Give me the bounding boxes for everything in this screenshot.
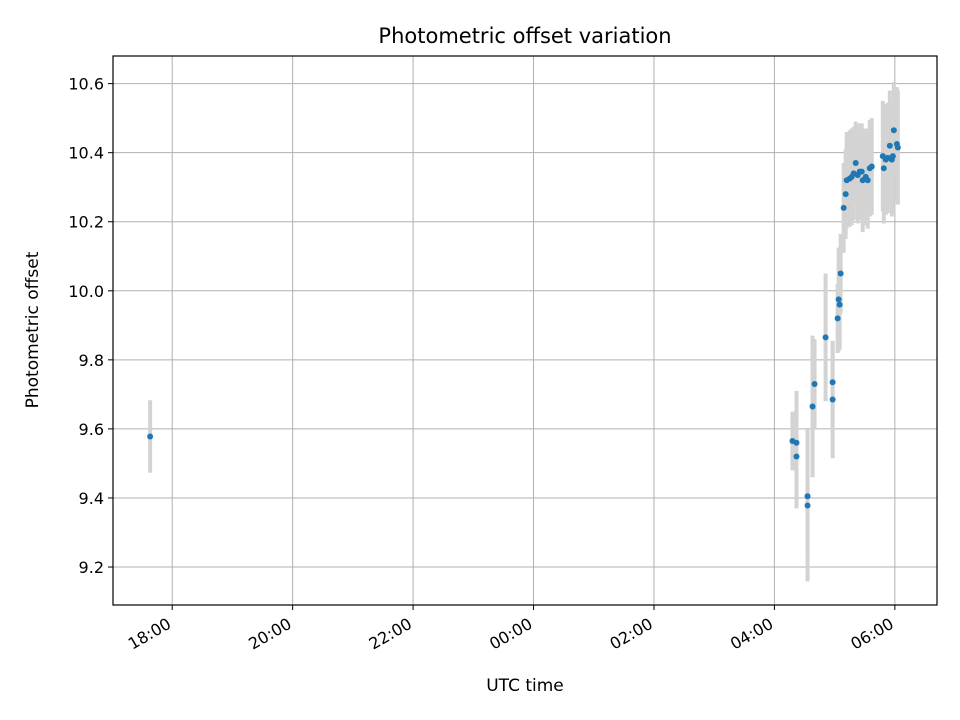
- data-point: [829, 396, 836, 403]
- y-tick-label: 10.6: [68, 75, 104, 94]
- data-point: [793, 439, 800, 446]
- data-points: [147, 127, 901, 509]
- y-tick-label: 9.8: [79, 351, 104, 370]
- data-point: [852, 160, 859, 167]
- data-point: [880, 165, 887, 172]
- data-point: [835, 296, 842, 303]
- y-tick-label: 10.2: [68, 213, 104, 232]
- data-point: [858, 168, 865, 175]
- y-tick-label: 9.2: [79, 558, 104, 577]
- data-point: [147, 433, 154, 440]
- data-point: [864, 177, 871, 184]
- data-point: [811, 381, 818, 388]
- data-point: [809, 403, 816, 410]
- y-tick-label: 9.6: [79, 420, 104, 439]
- data-point: [804, 502, 811, 509]
- y-axis-ticks: 9.2 9.4 9.6 9.8 10.0 10.2 10.4 10.6: [68, 75, 113, 577]
- data-point: [822, 334, 829, 341]
- data-point: [886, 142, 893, 149]
- data-point: [804, 493, 811, 500]
- data-point: [868, 163, 875, 170]
- y-tick-label: 9.4: [79, 489, 104, 508]
- x-axis-label: UTC time: [486, 676, 564, 696]
- data-point: [793, 453, 800, 460]
- data-point: [836, 301, 843, 308]
- data-point: [834, 315, 841, 322]
- y-axis-label: Photometric offset: [23, 251, 43, 408]
- data-point: [829, 379, 836, 386]
- data-point: [889, 153, 896, 160]
- data-point: [840, 204, 847, 211]
- data-point: [894, 144, 901, 151]
- data-point: [842, 191, 849, 198]
- data-point: [890, 127, 897, 134]
- grid: [113, 56, 937, 605]
- plot-frame: [112, 55, 938, 606]
- data-point: [837, 270, 844, 277]
- y-tick-label: 10.4: [68, 144, 104, 163]
- chart-title: Photometric offset variation: [378, 24, 671, 48]
- y-tick-label: 10.0: [68, 282, 104, 301]
